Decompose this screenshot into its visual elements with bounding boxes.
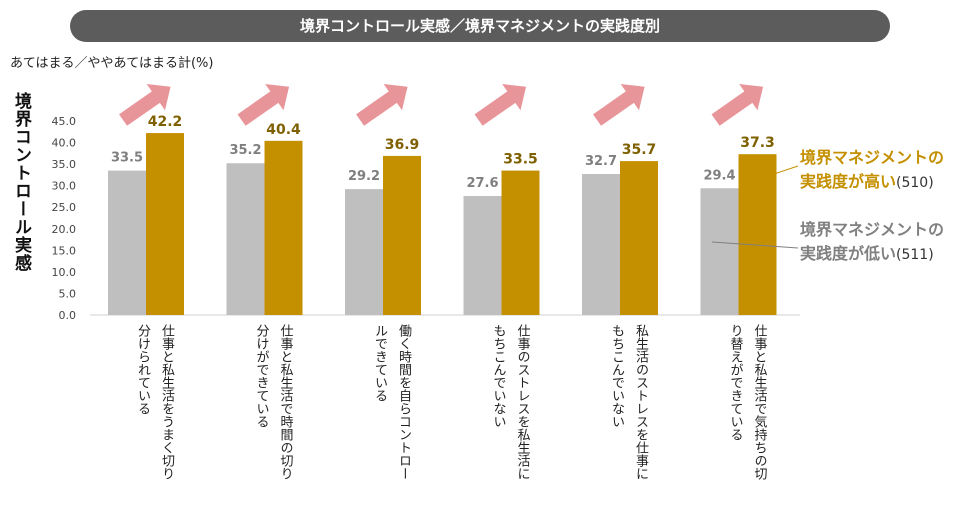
value-label-low: 29.4 (703, 168, 735, 183)
category-label-line: もちこんでいない (609, 324, 624, 428)
chart-subtitle: あてはまる／ややあてはまる計(%) (10, 56, 214, 71)
value-label-low: 29.2 (348, 169, 380, 184)
bar-high (383, 155, 421, 315)
bar-low (582, 174, 620, 315)
bar-low (345, 189, 383, 315)
category-label: 仕事のストレスを私生活に もちこんでいない (486, 324, 534, 514)
y-tick-label: 35.0 (52, 158, 77, 171)
legend-high-leader (749, 165, 799, 183)
category-label-line: 私生活のストレスを仕事に (633, 324, 648, 480)
category-label-line: り替えができている (727, 324, 743, 441)
y-tick-label: 40.0 (52, 137, 77, 150)
legend-low-n: (511) (896, 247, 934, 263)
legend-low: 境界マネジメントの 実践度が低い(511) (800, 218, 944, 267)
value-label-high: 35.7 (622, 142, 657, 158)
bar-low (108, 170, 146, 315)
y-tick-label: 5.0 (59, 287, 77, 300)
arrow-shape (119, 84, 171, 126)
value-label-high: 33.5 (503, 152, 538, 168)
legend-high-line2: 実践度が高い (800, 172, 897, 191)
legend-low-line2: 実践度が低い (800, 244, 897, 263)
category-label-line: 仕事と私生活で気持ちの切 (751, 324, 767, 480)
category-label-line: 仕事のストレスを私生活に (514, 324, 530, 480)
y-tick-label: 10.0 (52, 266, 77, 279)
arrow-shape (711, 84, 764, 126)
y-tick-label: 45.0 (52, 115, 77, 128)
chart-title: 境界コントロール実感／境界マネジメントの実践度別 (70, 10, 890, 42)
trend-arrow-icon (593, 84, 645, 126)
bar-high (501, 170, 540, 315)
y-tick-label: 15.0 (52, 244, 77, 257)
value-label-high: 36.9 (385, 137, 420, 153)
bar-high (146, 133, 184, 315)
arrow-shape (356, 84, 408, 126)
legend-low-leader (711, 241, 799, 249)
y-tick-label: 0.0 (59, 309, 77, 322)
bar-low (226, 163, 265, 315)
category-label-line: 仕事と私生活で時間の切り (277, 324, 293, 480)
value-label-high: 37.3 (740, 135, 775, 151)
value-label-high: 42.2 (148, 114, 183, 130)
category-label: 仕事と私生活をうまく切り 分けられている (130, 324, 178, 514)
category-label: 働く時間を自らコントロー ルできている (367, 324, 415, 514)
category-label-line: 分けができている (253, 324, 269, 428)
bar-low (463, 196, 502, 315)
value-label-low: 27.6 (466, 176, 498, 191)
bar-high (620, 161, 658, 315)
category-label-line: 仕事と私生活をうまく切り (159, 324, 174, 480)
value-label-low: 35.2 (229, 143, 261, 158)
bar-high (264, 140, 303, 315)
trend-arrow-icon (237, 84, 290, 126)
category-label: 仕事と私生活で気持ちの切 り替えができている (723, 324, 771, 514)
arrow-shape (237, 84, 290, 126)
category-label: 私生活のストレスを仕事に もちこんでいない (604, 324, 652, 514)
bar-high (738, 154, 777, 315)
legend-high-n: (510) (896, 175, 934, 191)
bar-low (700, 188, 739, 315)
category-label-line: ルできている (372, 324, 387, 402)
value-label-high: 40.4 (266, 122, 301, 138)
y-axis-label: 境界コントロール実感 (11, 92, 31, 272)
y-tick-label: 30.0 (52, 180, 77, 193)
legend-high-line1: 境界マネジメントの (800, 148, 945, 167)
trend-arrow-icon (711, 84, 764, 126)
category-label: 仕事と私生活で時間の切り 分けができている (249, 324, 297, 514)
category-label-line: もちこんでいない (490, 324, 506, 428)
category-label-line: 働く時間を自らコントロー (396, 324, 411, 480)
arrow-shape (474, 84, 527, 126)
y-tick-label: 25.0 (52, 201, 77, 214)
legend-high: 境界マネジメントの 実践度が高い(510) (800, 146, 944, 195)
legend-low-line1: 境界マネジメントの (800, 220, 945, 239)
value-label-low: 33.5 (111, 151, 143, 166)
category-label-line: 分けられている (135, 324, 150, 415)
trend-arrow-icon (474, 84, 527, 126)
arrow-shape (593, 84, 645, 126)
value-label-low: 32.7 (585, 154, 617, 169)
y-tick-label: 20.0 (52, 223, 77, 236)
trend-arrow-icon (356, 84, 408, 126)
trend-arrow-icon (119, 84, 171, 126)
